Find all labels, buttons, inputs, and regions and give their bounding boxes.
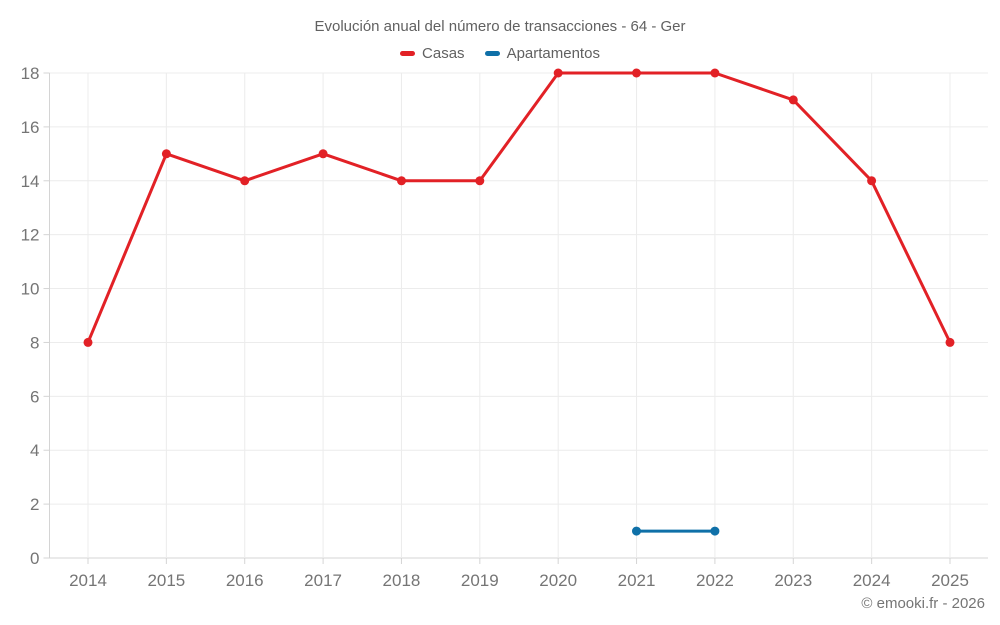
apartamentos-legend-label: Apartamentos [506,45,600,62]
svg-text:2024: 2024 [853,571,891,590]
svg-text:4: 4 [30,441,39,460]
legend-item-apartamentos[interactable]: Apartamentos [484,45,600,62]
legend-item-casas[interactable]: Casas [400,45,465,62]
svg-text:2017: 2017 [304,571,342,590]
chart-title: Evolución anual del número de transaccio… [314,18,686,35]
svg-text:2020: 2020 [539,571,577,590]
svg-text:2025: 2025 [931,571,969,590]
svg-text:16: 16 [21,118,40,137]
copyright-credit: © emooki.fr - 2026 [861,595,985,612]
svg-text:2016: 2016 [226,571,264,590]
chart-legend: Casas Apartamentos [0,45,1000,62]
svg-text:2023: 2023 [774,571,812,590]
svg-text:6: 6 [30,387,39,406]
svg-text:2014: 2014 [69,571,107,590]
svg-text:0: 0 [30,549,39,568]
svg-text:2022: 2022 [696,571,734,590]
svg-text:2019: 2019 [461,571,499,590]
svg-text:14: 14 [21,172,40,191]
svg-text:18: 18 [21,64,40,83]
apartamentos-color-swatch [484,51,500,56]
svg-text:12: 12 [21,226,40,245]
svg-text:2018: 2018 [383,571,421,590]
svg-text:2015: 2015 [147,571,185,590]
svg-text:2: 2 [30,495,39,514]
svg-text:2021: 2021 [618,571,656,590]
casas-legend-label: Casas [422,45,465,62]
casas-color-swatch [400,51,416,56]
svg-text:8: 8 [30,333,39,352]
svg-text:10: 10 [21,280,40,299]
